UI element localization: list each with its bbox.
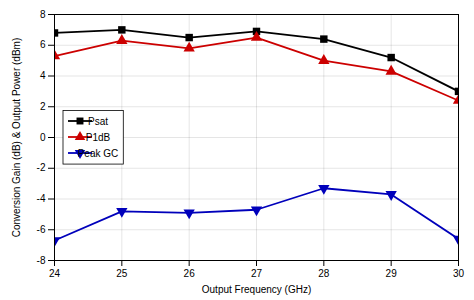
svg-text:25: 25	[116, 268, 128, 279]
svg-text:30: 30	[453, 268, 465, 279]
svg-text:Psat: Psat	[88, 116, 108, 127]
svg-text:Peak GC: Peak GC	[78, 148, 119, 159]
svg-text:27: 27	[251, 268, 263, 279]
svg-text:4: 4	[40, 70, 46, 81]
svg-text:-8: -8	[37, 255, 46, 266]
svg-text:28: 28	[318, 268, 330, 279]
svg-text:24: 24	[49, 268, 61, 279]
svg-text:Output Frequency (GHz): Output Frequency (GHz)	[202, 284, 311, 295]
svg-text:2: 2	[40, 101, 46, 112]
svg-text:0: 0	[40, 132, 46, 143]
svg-text:-2: -2	[37, 162, 46, 173]
svg-text:26: 26	[184, 268, 196, 279]
svg-text:29: 29	[386, 268, 398, 279]
svg-text:-6: -6	[37, 224, 46, 235]
svg-text:6: 6	[40, 39, 46, 50]
svg-text:Conversion Gain (dB) & Output: Conversion Gain (dB) & Output Power (dBm…	[11, 38, 22, 238]
svg-text:8: 8	[40, 9, 46, 20]
svg-text:P1dB: P1dB	[86, 132, 111, 143]
svg-text:-4: -4	[37, 193, 46, 204]
